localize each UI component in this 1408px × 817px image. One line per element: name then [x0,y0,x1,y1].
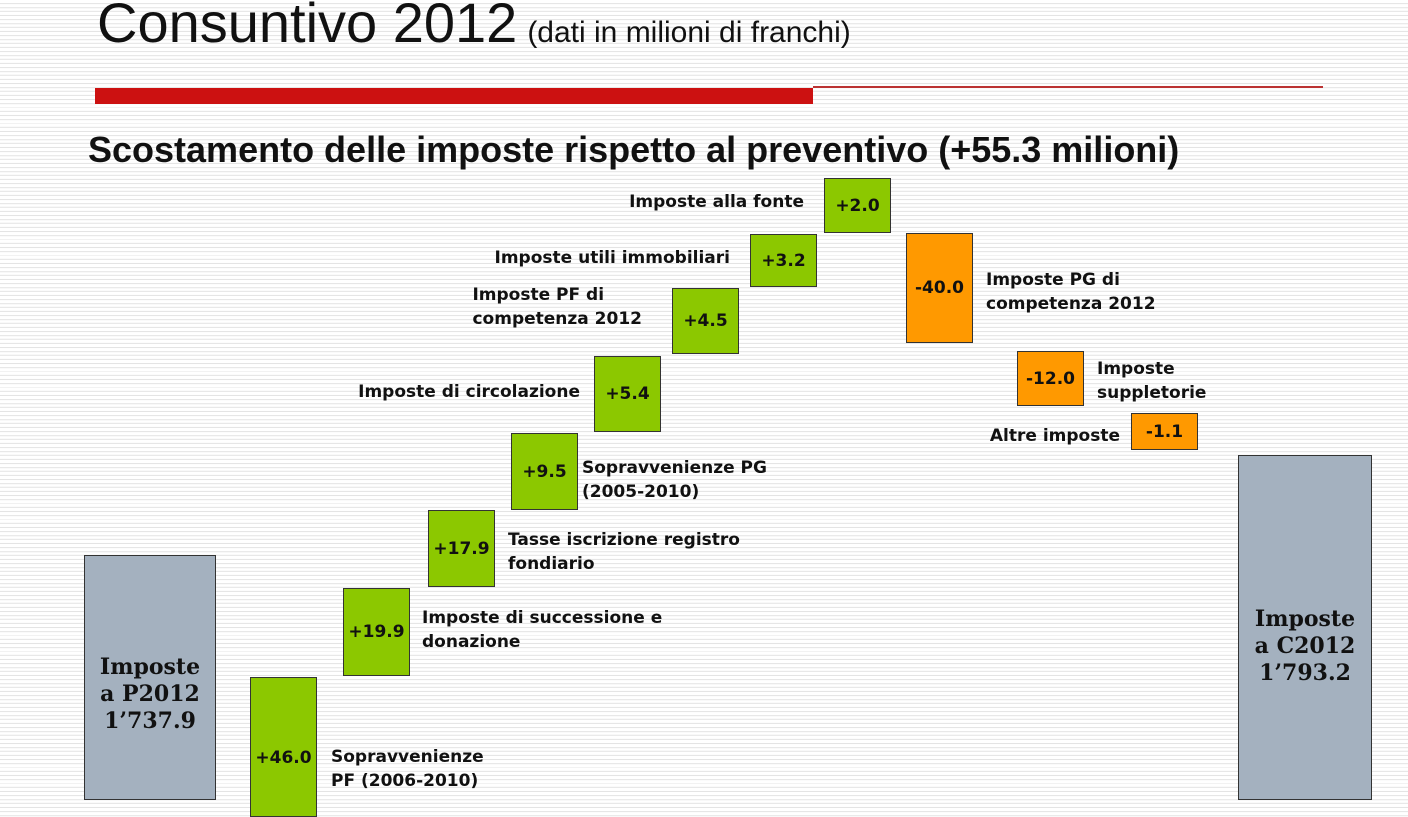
bar-category-label: Tasse iscrizione registro fondiario [508,528,740,576]
bar-category-label: Imposte di circolazione [358,380,580,404]
bar-value-label: +5.4 [605,384,650,404]
label-line: fondiario [508,554,595,574]
bar-category-label: Sopravvenienze PF (2006-2010) [331,745,484,793]
label-line: Imposte di successione e [422,608,663,628]
waterfall-bar: +4.5 [672,288,739,354]
label-line: suppletorie [1097,383,1207,403]
total-bar-label: Imposte a P2012 1’737.9 [100,654,200,735]
total-label-line: Imposte [1254,606,1356,632]
bar-category-label: Imposte utili immobiliari [495,246,730,270]
bar-value-label: -40.0 [915,278,964,298]
waterfall-bar: -1.1 [1131,413,1198,450]
waterfall-bar: +5.4 [594,356,661,432]
total-label-line: 1’737.9 [104,708,196,734]
total-bar-start: Imposte a P2012 1’737.9 [84,555,216,800]
bar-value-label: +19.9 [348,622,405,642]
bar-category-label: Imposte PF di competenza 2012 [472,283,642,331]
bar-value-label: +46.0 [255,748,312,768]
bar-category-label: Imposte di successione e donazione [422,606,662,654]
label-line: Tasse iscrizione registro [508,530,740,550]
label-line: Altre imposte [989,426,1120,446]
bar-category-label: Imposte PG di competenza 2012 [986,268,1156,316]
waterfall-bar: -40.0 [906,233,973,343]
label-line: Imposte di circolazione [358,382,580,402]
waterfall-bar: +46.0 [250,677,317,817]
label-line: donazione [422,632,521,652]
label-line: competenza 2012 [472,309,642,329]
total-bar-end: Imposte a C2012 1’793.2 [1238,455,1372,800]
total-label-line: a C2012 [1254,633,1356,659]
bar-value-label: +4.5 [683,311,728,331]
label-line: Imposte alla fonte [629,192,804,212]
bar-value-label: -12.0 [1026,368,1075,389]
bar-category-label: Altre imposte [990,424,1120,448]
label-line: Imposte PF di [472,285,605,305]
title-rule-thick [95,88,813,104]
waterfall-bar: +17.9 [428,510,495,587]
waterfall-bar: +2.0 [824,178,891,233]
chart-subtitle: Scostamento delle imposte rispetto al pr… [88,129,1180,170]
total-label-line: Imposte [99,654,201,680]
bar-value-label: +2.0 [835,195,880,216]
waterfall-chart: +46.0 Sopravvenienze PF (2006-2010) +19.9 Im… [84,178,1372,817]
waterfall-bar: +19.9 [343,588,410,676]
label-line: Imposte utili immobiliari [494,248,730,268]
label-line: Sopravvenienze PG [582,458,767,478]
label-line: competenza 2012 [986,294,1156,314]
title-main: Consuntivo 2012 [97,0,518,54]
label-line: Imposte PG di [986,270,1120,290]
bar-category-label: Sopravvenienze PG (2005-2010) [582,456,767,504]
total-bar-label: Imposte a C2012 1’793.2 [1255,606,1356,687]
total-label-line: a P2012 [100,681,200,707]
label-line: (2005-2010) [582,482,700,502]
total-label-line: 1’793.2 [1259,660,1351,686]
bar-category-label: Imposte suppletorie [1097,357,1206,405]
bar-value-label: +3.2 [761,250,806,271]
waterfall-bar: -12.0 [1017,351,1084,406]
bar-value-label: +9.5 [522,461,567,482]
title-rule-thin [813,86,1323,88]
waterfall-bar: +3.2 [750,234,817,287]
label-line: Imposte [1097,359,1175,379]
waterfall-bar: +9.5 [511,433,578,510]
title-note: (dati in milioni di franchi) [527,16,851,49]
label-line: Sopravvenienze [331,747,484,767]
slide-title: Consuntivo 2012 (dati in milioni di franc… [97,0,851,54]
label-line: PF (2006-2010) [331,771,479,791]
bar-category-label: Imposte alla fonte [629,190,804,214]
bar-value-label: -1.1 [1145,421,1184,442]
bar-value-label: +17.9 [433,538,490,559]
